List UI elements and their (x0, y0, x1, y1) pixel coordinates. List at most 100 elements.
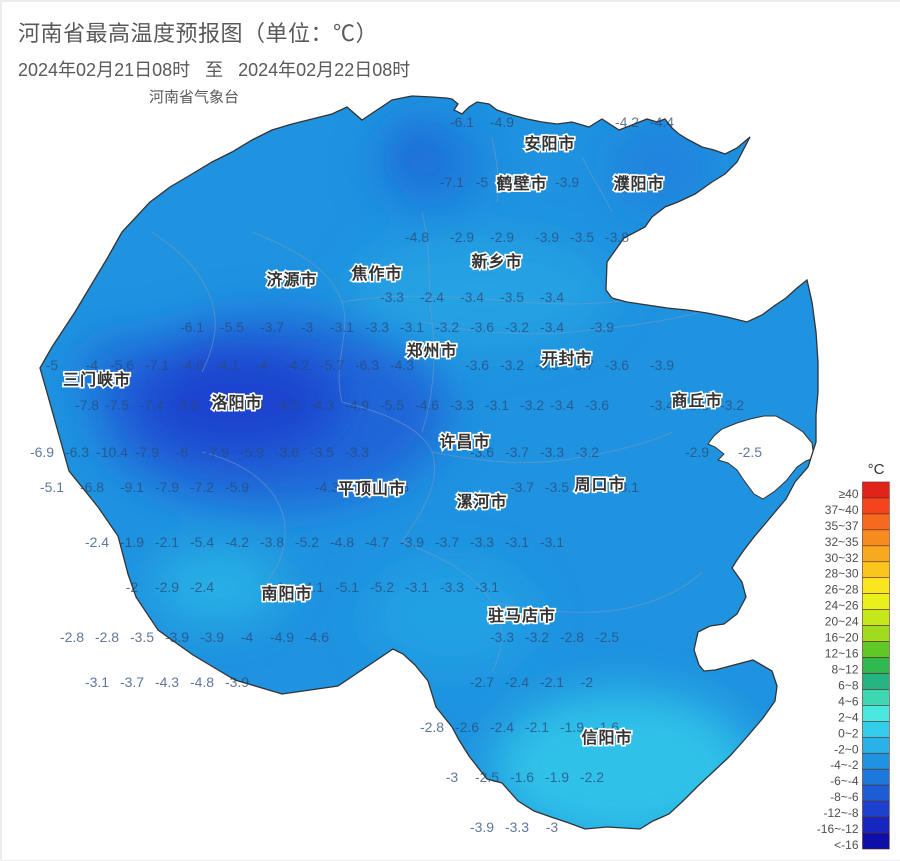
svg-text:-2.5: -2.5 (738, 444, 762, 460)
svg-text:-3.4: -3.4 (540, 289, 564, 305)
svg-text:-4.8: -4.8 (330, 534, 354, 550)
svg-text:-3.9: -3.9 (590, 319, 614, 335)
svg-text:-3.2: -3.2 (525, 629, 549, 645)
svg-text:漯河市: 漯河市 (456, 492, 507, 511)
svg-text:-4.9: -4.9 (345, 397, 369, 413)
svg-text:-9.1: -9.1 (120, 479, 144, 495)
svg-text:-3.3: -3.3 (345, 444, 369, 460)
svg-text:-4.6: -4.6 (305, 629, 329, 645)
svg-text:周口市: 周口市 (574, 475, 625, 494)
svg-text:-3.5: -3.5 (570, 229, 594, 245)
svg-text:-1.9: -1.9 (545, 769, 569, 785)
svg-text:-2.9: -2.9 (490, 229, 514, 245)
svg-text:-5.9: -5.9 (175, 397, 199, 413)
svg-text:-7.9: -7.9 (135, 444, 159, 460)
svg-text:-3.7: -3.7 (505, 444, 529, 460)
svg-text:-5.2: -5.2 (295, 534, 319, 550)
svg-text:-4: -4 (86, 357, 99, 373)
svg-text:-1.9: -1.9 (120, 534, 144, 550)
svg-text:-6.1: -6.1 (180, 319, 204, 335)
svg-text:-5.4: -5.4 (190, 534, 214, 550)
svg-text:28~30: 28~30 (825, 567, 859, 581)
svg-text:-5.7: -5.7 (320, 357, 344, 373)
svg-text:37~40: 37~40 (825, 503, 859, 517)
svg-text:-5.1: -5.1 (40, 479, 64, 495)
svg-text:信阳市: 信阳市 (581, 728, 632, 747)
svg-text:-3.8: -3.8 (260, 534, 284, 550)
svg-text:-4.3: -4.3 (155, 674, 179, 690)
svg-text:-3.4: -3.4 (460, 289, 484, 305)
svg-text:-5.1: -5.1 (335, 579, 359, 595)
svg-text:-3.9: -3.9 (535, 229, 559, 245)
svg-text:-3.1: -3.1 (475, 579, 499, 595)
svg-text:-2: -2 (581, 674, 594, 690)
svg-text:-3.6: -3.6 (470, 319, 494, 335)
svg-text:-3.5: -3.5 (310, 444, 334, 460)
svg-text:-3.6: -3.6 (585, 397, 609, 413)
svg-text:-5.9: -5.9 (240, 444, 264, 460)
svg-text:-3.9: -3.9 (650, 357, 674, 373)
svg-text:-7.9: -7.9 (155, 479, 179, 495)
svg-text:-2.9: -2.9 (450, 229, 474, 245)
svg-text:三门峡市: 三门峡市 (63, 370, 131, 389)
svg-text:-5.9: -5.9 (225, 479, 249, 495)
svg-text:南阳市: 南阳市 (261, 584, 312, 603)
svg-text:郑州市: 郑州市 (406, 341, 457, 360)
svg-text:-2.1: -2.1 (525, 719, 549, 735)
svg-text:-2.1: -2.1 (155, 534, 179, 550)
svg-text:-4.5: -4.5 (275, 397, 299, 413)
svg-text:-3.9: -3.9 (200, 629, 224, 645)
svg-text:-4.2: -4.2 (225, 534, 249, 550)
svg-text:4~6: 4~6 (838, 694, 859, 708)
svg-text:-2.8: -2.8 (95, 629, 119, 645)
svg-text:-10.4: -10.4 (96, 444, 128, 460)
svg-text:焦作市: 焦作市 (350, 264, 402, 283)
svg-text:20~24: 20~24 (825, 615, 859, 629)
svg-text:-3.3: -3.3 (490, 629, 514, 645)
svg-text:-3.3: -3.3 (450, 397, 474, 413)
svg-text:-7.9: -7.9 (205, 444, 229, 460)
svg-text:许昌市: 许昌市 (439, 432, 490, 451)
svg-text:-4.7: -4.7 (365, 534, 389, 550)
svg-text:-12~-8: -12~-8 (823, 806, 858, 820)
svg-text:-8~-6: -8~-6 (830, 790, 859, 804)
svg-text:-16~-12: -16~-12 (817, 822, 859, 836)
svg-text:-3.1: -3.1 (330, 319, 354, 335)
svg-text:-2.8: -2.8 (60, 629, 84, 645)
svg-text:-2.6: -2.6 (455, 719, 479, 735)
svg-text:-7.5: -7.5 (105, 397, 129, 413)
svg-text:8~12: 8~12 (831, 662, 858, 676)
svg-text:-3: -3 (546, 819, 559, 835)
svg-text:-3.3: -3.3 (540, 444, 564, 460)
svg-text:-4.9: -4.9 (270, 629, 294, 645)
svg-text:<-16: <-16 (834, 838, 859, 852)
svg-text:-2.8: -2.8 (420, 719, 444, 735)
svg-text:-3.7: -3.7 (435, 534, 459, 550)
svg-text:-3.5: -3.5 (130, 629, 154, 645)
svg-text:-3.3: -3.3 (440, 579, 464, 595)
svg-text:鹤壁市: 鹤壁市 (496, 174, 547, 193)
svg-text:°C: °C (868, 461, 885, 478)
svg-text:6~8: 6~8 (838, 678, 859, 692)
svg-text:-3.5: -3.5 (545, 479, 569, 495)
svg-text:-3.1: -3.1 (505, 534, 529, 550)
svg-text:-4.8: -4.8 (405, 229, 429, 245)
svg-text:26~28: 26~28 (825, 583, 859, 597)
svg-text:-4.3: -4.3 (315, 479, 339, 495)
svg-text:-4.8: -4.8 (190, 674, 214, 690)
svg-text:-5.2: -5.2 (370, 579, 394, 595)
svg-text:-7.1: -7.1 (145, 357, 169, 373)
svg-text:济源市: 济源市 (266, 270, 317, 289)
svg-text:-6~-4: -6~-4 (830, 774, 859, 788)
svg-text:-5.6: -5.6 (110, 357, 134, 373)
svg-text:-3.7: -3.7 (510, 479, 534, 495)
svg-text:-4.2: -4.2 (615, 114, 639, 130)
svg-text:-2~0: -2~0 (834, 742, 859, 756)
svg-text:-3.3: -3.3 (505, 819, 529, 835)
svg-text:平顶山市: 平顶山市 (338, 479, 406, 498)
svg-text:2~4: 2~4 (838, 710, 859, 724)
svg-text:-3.9: -3.9 (470, 819, 494, 835)
svg-text:35~37: 35~37 (825, 519, 859, 533)
svg-text:-6.9: -6.9 (30, 444, 54, 460)
svg-text:-6.3: -6.3 (355, 357, 379, 373)
